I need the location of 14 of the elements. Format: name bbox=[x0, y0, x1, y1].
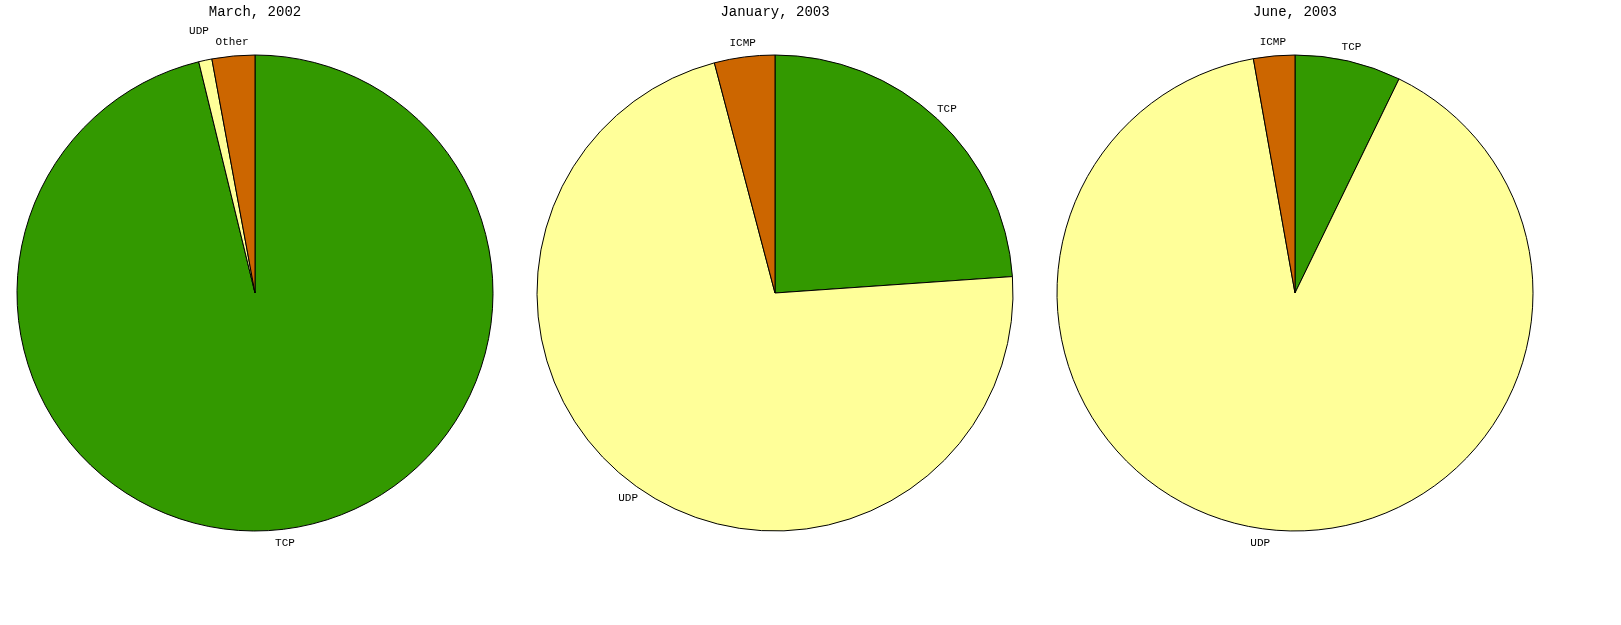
slice-label: Other bbox=[215, 36, 249, 49]
slice-label: TCP bbox=[1341, 41, 1362, 54]
slice-label: UDP bbox=[618, 491, 639, 504]
slice-label: ICMP bbox=[729, 37, 757, 50]
slice-label: UDP bbox=[1250, 536, 1271, 549]
slice-label: TCP bbox=[275, 537, 296, 550]
chart-title: June, 2003 bbox=[1252, 4, 1338, 20]
pie-slice bbox=[16, 54, 494, 532]
chart-title: January, 2003 bbox=[720, 4, 830, 20]
pie-slice bbox=[1056, 58, 1534, 532]
chart-title: March, 2002 bbox=[208, 4, 302, 20]
slice-label: TCP bbox=[937, 102, 958, 115]
slice-label: UDP bbox=[189, 24, 210, 37]
slice-label: ICMP bbox=[1259, 35, 1287, 48]
